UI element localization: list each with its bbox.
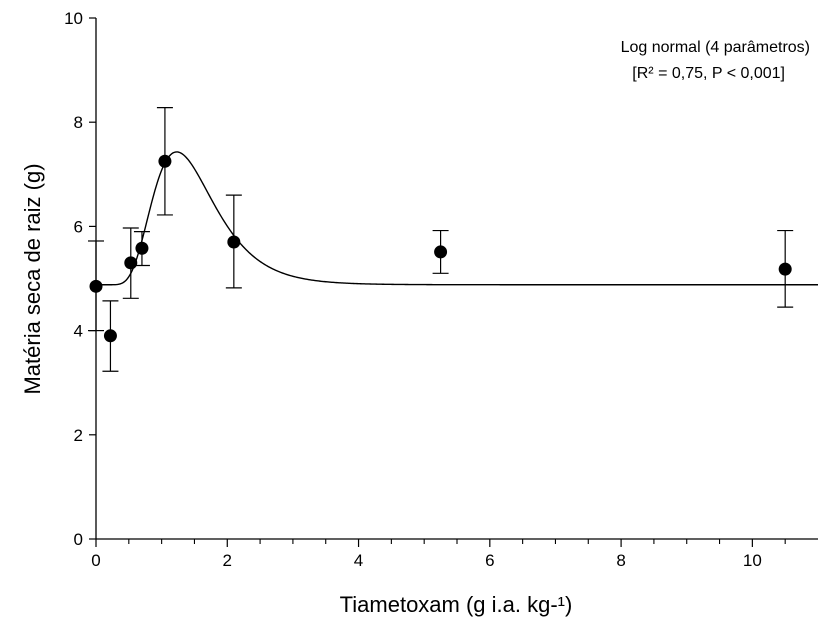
y-tick-label: 8 [74, 113, 83, 132]
y-tick-label: 2 [74, 426, 83, 445]
data-point [434, 245, 448, 259]
y-tick-label: 6 [74, 217, 83, 236]
error-bars [88, 107, 794, 372]
data-point [135, 241, 149, 255]
x-axis-title: Tiametoxam (g i.a. kg-¹) [340, 592, 573, 617]
y-tick-label: 0 [74, 530, 83, 549]
y-axis-title: Matéria seca de raiz (g) [20, 163, 45, 394]
y-tick-label: 10 [64, 9, 83, 28]
y-tick-label: 4 [74, 322, 83, 341]
data-point [778, 262, 792, 276]
annotation-model: Log normal (4 parâmetros) [621, 39, 810, 56]
x-tick-labels: 0 2 4 6 8 10 [91, 551, 762, 570]
data-point [89, 279, 103, 293]
fit-curve [96, 151, 818, 286]
y-tick-labels: 0 2 4 6 8 10 [64, 9, 83, 549]
data-point [124, 256, 138, 270]
x-tick-label: 8 [616, 551, 625, 570]
x-tick-label: 4 [354, 551, 363, 570]
data-point [227, 235, 241, 249]
x-tick-label: 6 [485, 551, 494, 570]
annotation-stats: [R² = 0,75, P < 0,001] [632, 65, 785, 82]
data-point [103, 329, 117, 343]
x-tick-label: 0 [91, 551, 100, 570]
x-tick-label: 2 [223, 551, 232, 570]
data-point [158, 154, 172, 168]
x-tick-label: 10 [743, 551, 762, 570]
plot-axes [89, 17, 818, 547]
data-points [89, 154, 792, 343]
